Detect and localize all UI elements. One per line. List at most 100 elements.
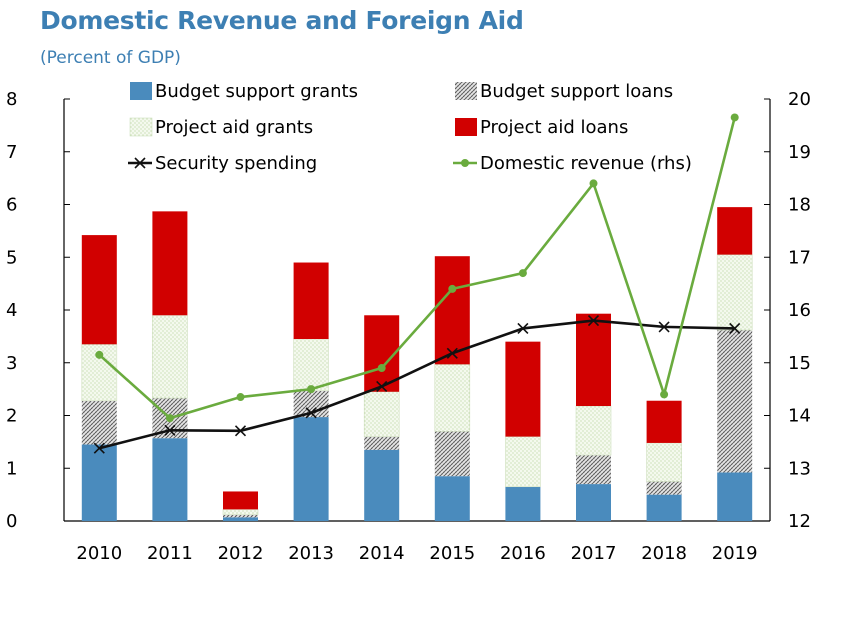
x-tick-label: 2018 [641,543,687,564]
bar-segment [505,341,541,437]
legend-label: Domestic revenue (rhs) [480,153,692,174]
bar-segment [152,438,188,521]
bar-segment [434,256,470,365]
y2-tick-label: 15 [788,353,811,374]
legend-item: Security spending [128,153,317,174]
x-marker-stroke [587,314,600,327]
bar-segment [434,431,470,477]
y2-tick-label: 17 [788,247,811,268]
bar-segment [223,491,258,510]
y2-tick-label: 12 [788,511,811,532]
bar-segment [363,391,400,437]
y-tick-label: 5 [6,247,17,268]
legend-label: Budget support grants [155,81,358,102]
legend-marker [461,159,469,167]
x-tick-label: 2017 [571,543,617,564]
legend-label: Project aid grants [155,117,313,138]
domestic-revenue-marker [236,393,245,402]
bar-segment [434,364,471,432]
security-spending-marker [658,321,670,333]
x-tick-label: 2013 [288,543,334,564]
security-spending-marker [729,322,741,335]
bar-segment [364,449,400,521]
bar-segment [576,484,611,521]
x-tick-label: 2015 [429,543,475,564]
legend-item: Project aid grants [129,117,313,138]
security-spending-marker [517,322,529,335]
legend-label: Project aid loans [480,117,628,138]
x-marker-stroke [729,322,741,335]
x-marker-stroke [446,347,458,359]
legend-item: Budget support grants [130,81,358,102]
domestic-revenue-marker [377,364,386,373]
bar-segment [576,313,611,407]
bar-segment [293,417,329,521]
security-spending-marker [587,314,600,327]
domestic-revenue-line [98,117,736,420]
legend-swatch [129,117,153,137]
y2-tick-label: 20 [788,89,811,110]
y-tick-label: 4 [6,300,17,321]
bar-segment [717,472,753,521]
y-tick-label: 7 [6,142,17,163]
x-tick-label: 2014 [359,543,405,564]
x-marker-stroke [658,321,670,333]
security-spending-marker [164,424,176,436]
legend-item: Budget support loans [455,81,673,102]
x-tick-label: 2016 [500,543,546,564]
legend-swatch [455,118,477,136]
bar-segment [646,481,682,495]
y-tick-label: 1 [6,458,17,479]
domestic-revenue-marker [448,284,457,293]
bar-segment [81,400,117,445]
bar-segment [646,494,682,521]
y2-tick-label: 14 [788,406,811,427]
domestic-revenue-marker [95,350,104,359]
bar-segment [223,517,258,521]
y2-tick-label: 18 [788,195,811,216]
y-tick-label: 2 [6,406,17,427]
legend-label: Security spending [155,153,317,174]
x-marker-stroke [164,424,176,436]
bar-segment [81,444,117,521]
legend-swatch [130,82,152,100]
domestic-revenue-marker [518,269,527,278]
y2-tick-label: 13 [788,458,811,479]
x-marker-stroke [517,322,529,335]
security-spending-marker [446,347,458,359]
domestic-revenue-marker [730,113,739,122]
bar-segment [646,442,682,482]
bar-segment [576,455,611,485]
y2-tick-label: 16 [788,300,811,321]
domestic-revenue-marker [589,179,598,188]
legend-swatch [455,82,477,100]
x-tick-label: 2010 [76,543,122,564]
y-tick-label: 0 [6,511,17,532]
x-tick-label: 2019 [712,543,758,564]
security-spending-marker [93,442,105,454]
legend-item: Domestic revenue (rhs) [453,153,692,174]
x-marker-stroke [305,407,317,419]
legend-label: Budget support loans [480,81,673,102]
domestic-revenue-marker [307,385,316,394]
bar-segment [716,254,753,331]
bar-segment [222,509,259,515]
bar-segment [717,207,753,255]
y-tick-label: 3 [6,353,17,374]
y-tick-label: 6 [6,195,17,216]
security-spending-marker [234,425,247,437]
x-marker-stroke [234,425,247,437]
x-tick-label: 2012 [218,543,264,564]
bar-segment [293,338,329,392]
bar-segment [364,436,400,450]
bar-segment [434,476,470,521]
legend-item: Project aid loans [455,117,628,138]
y-tick-label: 8 [6,89,17,110]
domestic-revenue-marker [165,414,174,423]
legend-marker [134,157,146,169]
domestic-revenue-marker [660,390,669,399]
security-spending-marker [376,380,388,393]
bar-segment [717,330,753,473]
bar-segment [575,405,612,456]
